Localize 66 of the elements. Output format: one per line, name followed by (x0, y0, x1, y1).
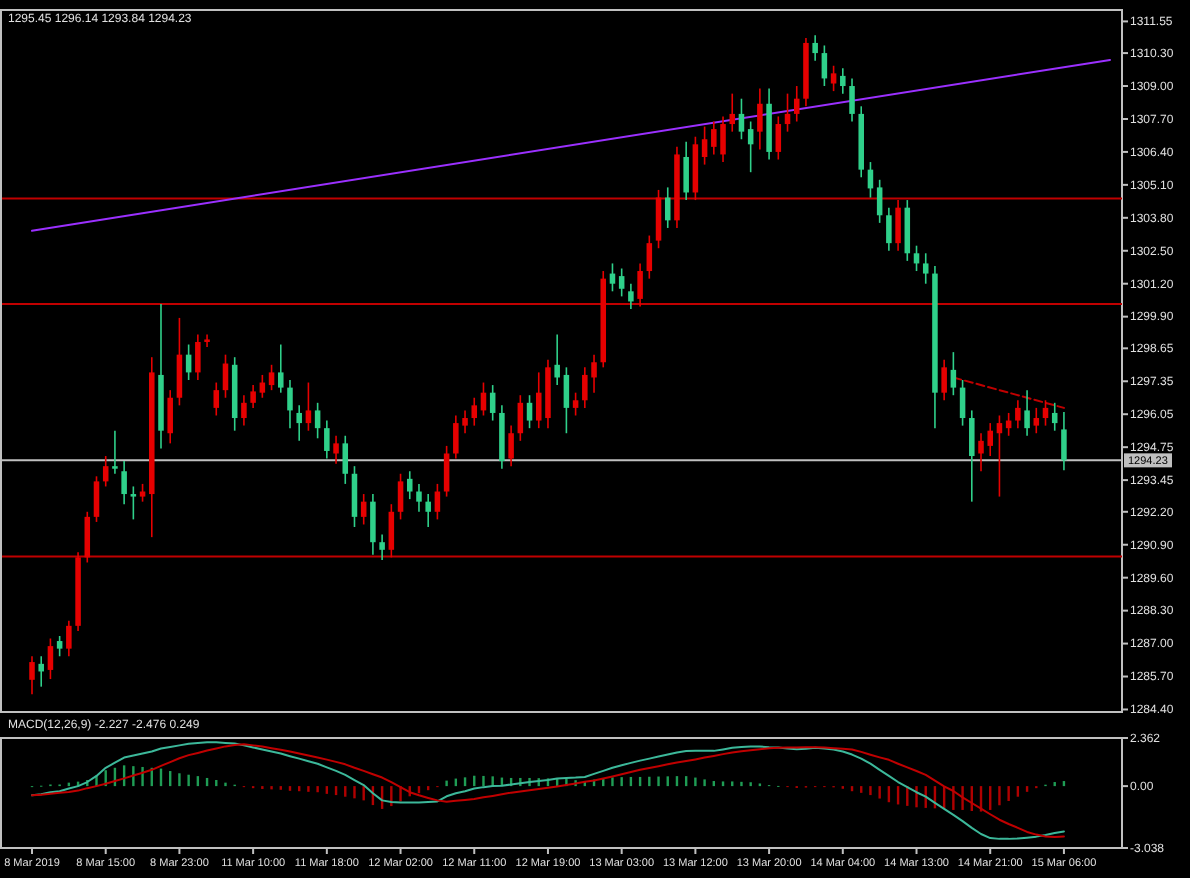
candlestick (204, 333, 210, 348)
candlestick (729, 92, 735, 133)
candlestick (176, 317, 183, 407)
candlestick (922, 252, 929, 285)
candlestick (351, 465, 358, 528)
candlestick (969, 409, 975, 503)
candlestick (812, 34, 818, 62)
candlestick (130, 485, 137, 521)
candlestick (305, 381, 312, 432)
candlestick (1024, 389, 1030, 437)
candlestick (314, 402, 321, 440)
candlestick (849, 77, 855, 123)
candlestick (637, 262, 643, 308)
candlestick (29, 655, 35, 696)
candlestick (93, 475, 100, 523)
candlestick (407, 470, 413, 500)
candlestick (333, 434, 339, 465)
candlestick (56, 635, 63, 658)
candlestick (683, 140, 689, 201)
candlestick (370, 493, 376, 556)
candlestick (342, 434, 349, 485)
candlestick (941, 358, 947, 402)
candlestick (1033, 407, 1040, 435)
candlestick (397, 472, 404, 521)
candlestick (167, 389, 173, 445)
candlestick (572, 391, 579, 417)
candlestick (508, 424, 514, 467)
candlestick (38, 655, 44, 688)
candlestick (296, 404, 302, 442)
candlestick (876, 179, 883, 224)
candlestick (112, 429, 118, 475)
candlestick (628, 282, 634, 310)
candlestick (1061, 411, 1067, 472)
candlestick (895, 199, 901, 252)
candlestick (250, 384, 256, 409)
candlestick (563, 366, 570, 435)
candlestick (278, 343, 284, 394)
candlestick (388, 503, 395, 559)
candlestick (195, 333, 201, 381)
candlestick (213, 381, 220, 417)
candlestick (324, 419, 330, 460)
candlestick (655, 189, 662, 250)
candlestick (618, 267, 625, 298)
candlestick (287, 379, 293, 429)
candlestick (47, 637, 54, 680)
candlestick (554, 333, 560, 386)
candlestick (379, 533, 385, 561)
candlestick (443, 445, 450, 498)
candlestick (664, 186, 671, 229)
candlestick (886, 206, 892, 252)
candlestick (526, 394, 533, 429)
candlestick (775, 115, 782, 161)
candlestick (241, 394, 247, 427)
candlestick (121, 460, 127, 505)
candlestick (471, 396, 478, 427)
candlestick (66, 619, 72, 658)
candlestick (701, 125, 708, 166)
candlestick (268, 364, 275, 391)
candlestick (1015, 399, 1021, 429)
candlestick (950, 351, 957, 397)
candlestick (425, 493, 431, 528)
candlestick (416, 483, 422, 513)
candlestick (738, 97, 745, 141)
candlestick (757, 87, 763, 151)
candlestick (840, 67, 846, 95)
candlestick (646, 234, 653, 280)
